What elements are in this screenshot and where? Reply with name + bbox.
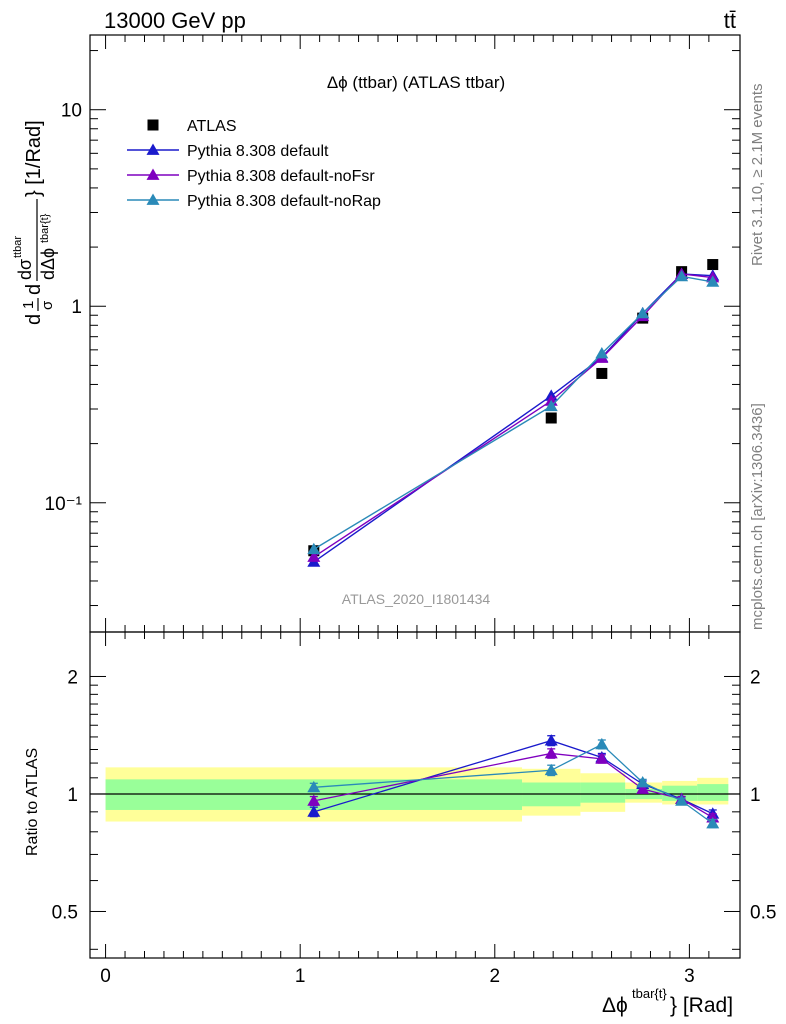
ratio-point-pythia-8-308-default-norap [307, 780, 321, 793]
legend-entry-pythia-8-308-default-norap: Pythia 8.308 default-noRap [187, 193, 381, 210]
data-point-atlas [596, 367, 608, 379]
svg-text:d: d [23, 284, 45, 295]
legend: ATLAS Pythia 8.308 default Pythia 8.308 de… [127, 118, 381, 210]
ratio-y-tick-label: 0.5 [52, 902, 78, 923]
ratio-point-pythia-8-308-default-nofsr [544, 746, 558, 759]
main-plot-panel: 10 1 10⁻¹ ATLAS Pythia 8.308 default Pythia 8… [45, 34, 741, 633]
legend-entry-atlas: ATLAS [187, 118, 237, 135]
data-point-pythia-8-308-default-nofsr [307, 550, 321, 562]
ratio-y-tick-label-right: 2 [750, 667, 761, 688]
ratio-point-pythia-8-308-default-norap [636, 776, 650, 788]
y-tick-label: 1 [71, 297, 82, 318]
legend-entry-pythia-8-308-default-nofsr: Pythia 8.308 default-noFsr [187, 168, 375, 185]
uncertainty-band-green [697, 784, 729, 801]
data-point-pythia-8-308-default-norap [706, 275, 720, 287]
main-plot-title: Δϕ (ttbar) (ATLAS ttbar) [327, 73, 505, 92]
ratio-point-pythia-8-308-default-nofsr [595, 752, 609, 764]
x-tick-label: 2 [490, 966, 501, 987]
process-label: tt̄ [724, 8, 736, 33]
ratio-point-pythia-8-308-default [307, 805, 321, 817]
ratio-point-pythia-8-308-default-norap [595, 737, 609, 750]
x-tick-label: 1 [295, 966, 306, 987]
svg-text:tbar{t}: tbar{t} [632, 986, 667, 1001]
analysis-watermark: ATLAS_2020_I1801434 [342, 591, 491, 607]
svg-text:} [1/Rad]: } [1/Rad] [23, 120, 45, 197]
energy-label: 13000 GeV pp [104, 8, 246, 33]
data-point-atlas [545, 412, 557, 424]
ratio-y-tick-label: 1 [67, 785, 78, 806]
data-point-atlas [707, 259, 719, 271]
data-point-pythia-8-308-default-norap [636, 306, 650, 319]
x-axis-label: Δϕ tbar{t} } [Rad] [602, 986, 733, 1017]
data-point-pythia-8-308-default-norap [307, 542, 321, 555]
ratio-point-pythia-8-308-default-nofsr [307, 794, 321, 806]
mcplots-label: mcplots.cern.ch [arXiv:1306.3436] [749, 403, 766, 630]
svg-text:} [Rad]: } [Rad] [670, 994, 733, 1017]
legend-marker-atlas [147, 119, 159, 131]
svg-text:σ: σ [39, 300, 56, 310]
rivet-version-label: Rivet 3.1.10, ≥ 2.1M events [749, 84, 766, 267]
ratio-y-tick-label-right: 0.5 [750, 902, 776, 923]
main-y-axis-label: d 1 σ d dσ ttbar dΔϕ tbar{t} } [1/Rad] [12, 120, 58, 325]
uncertainty-band-green [662, 785, 698, 801]
svg-text:1: 1 [20, 301, 37, 309]
svg-text:dσ: dσ [15, 259, 35, 280]
series-line-pythia-8-308-default-nofsr [313, 273, 713, 558]
ratio-point-pythia-8-308-default [544, 734, 558, 746]
svg-text:ttbar: ttbar [12, 236, 24, 258]
ratio-y-tick-label-right: 1 [750, 785, 761, 806]
ratio-point-pythia-8-308-default-nofsr [636, 782, 650, 794]
legend-marker-pythia-8-308-default-norap [146, 193, 160, 205]
ratio-frame [89, 631, 741, 959]
svg-text:Δϕ: Δϕ [602, 994, 628, 1017]
x-tick-label: 0 [100, 966, 111, 987]
x-tick-label: 3 [684, 966, 695, 987]
series-line-pythia-8-308-default [313, 273, 713, 563]
data-point-pythia-8-308-default-norap [595, 346, 609, 359]
ratio-point-pythia-8-308-default-norap [706, 817, 720, 829]
ratio-plot-panel: 0 1 2 3 2 2 1 1 0.5 0.5 [52, 631, 776, 987]
data-point-pythia-8-308-default-norap [544, 399, 558, 412]
series-line-pythia-8-308-default-norap [313, 275, 713, 550]
ratio-y-axis-label: Ratio to ATLAS [24, 748, 41, 856]
ratio-y-tick-label: 2 [67, 667, 78, 688]
svg-text:dΔϕ: dΔϕ [38, 248, 58, 280]
uncertainty-band-green [580, 782, 626, 803]
legend-marker-pythia-8-308-default-nofsr [146, 168, 160, 180]
legend-marker-pythia-8-308-default [146, 143, 160, 155]
svg-text:tbar{t}: tbar{t} [39, 213, 51, 243]
ratio-point-pythia-8-308-default-norap [544, 763, 558, 776]
ratio-point-pythia-8-308-default-norap [675, 794, 689, 806]
svg-text:d: d [23, 314, 45, 325]
y-tick-label: 10 [61, 101, 82, 122]
legend-entry-pythia-8-308-default: Pythia 8.308 default [187, 143, 329, 160]
y-tick-label: 10⁻¹ [45, 494, 83, 515]
data-point-pythia-8-308-default-norap [675, 269, 689, 282]
